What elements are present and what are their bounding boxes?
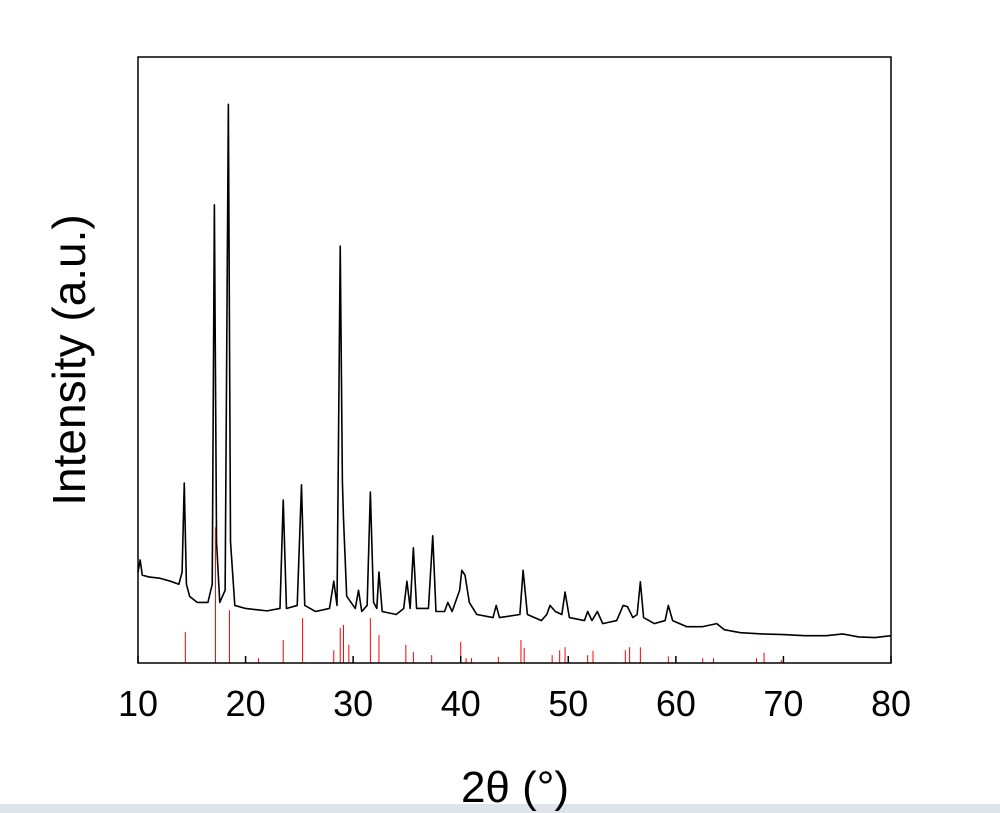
plot-frame [137,56,892,664]
x-tick-label: 50 [548,683,588,724]
x-tick-label: 20 [226,683,266,724]
x-tick-label: 70 [763,683,803,724]
toolbar-strip [0,804,1000,813]
x-tick-label: 10 [118,683,158,724]
x-tick-label: 40 [441,683,481,724]
y-axis-label: Intensity (a.u.) [43,214,95,505]
data-line [137,103,892,639]
x-axis-label: 2θ (°) [461,763,569,812]
x-tick-label: 30 [333,683,373,724]
x-tick-label: 60 [656,683,696,724]
x-tick-label: 80 [871,683,911,724]
